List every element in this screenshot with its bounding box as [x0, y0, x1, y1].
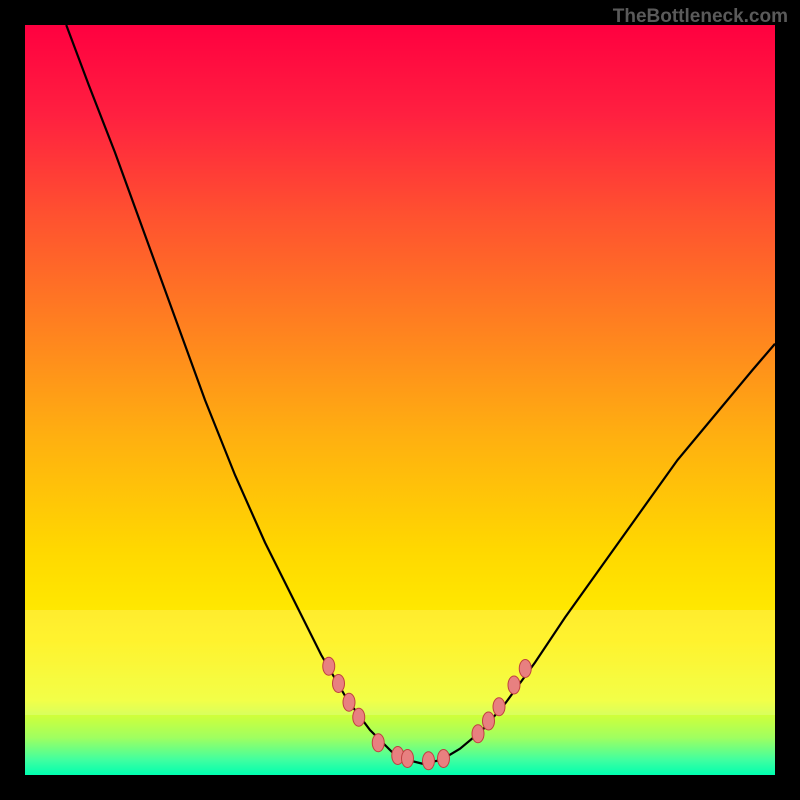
marker-point	[483, 712, 495, 730]
chart-container: TheBottleneck.com	[0, 0, 800, 800]
marker-point	[519, 660, 531, 678]
marker-point	[508, 676, 520, 694]
highlight-band	[25, 610, 775, 715]
marker-point	[423, 752, 435, 770]
marker-point	[472, 725, 484, 743]
marker-point	[438, 750, 450, 768]
marker-point	[372, 734, 384, 752]
marker-point	[402, 750, 414, 768]
marker-point	[343, 693, 355, 711]
watermark-text: TheBottleneck.com	[613, 6, 788, 28]
marker-point	[353, 708, 365, 726]
marker-point	[323, 657, 335, 675]
marker-point	[493, 698, 505, 716]
plot-area	[25, 25, 775, 775]
marker-point	[333, 675, 345, 693]
